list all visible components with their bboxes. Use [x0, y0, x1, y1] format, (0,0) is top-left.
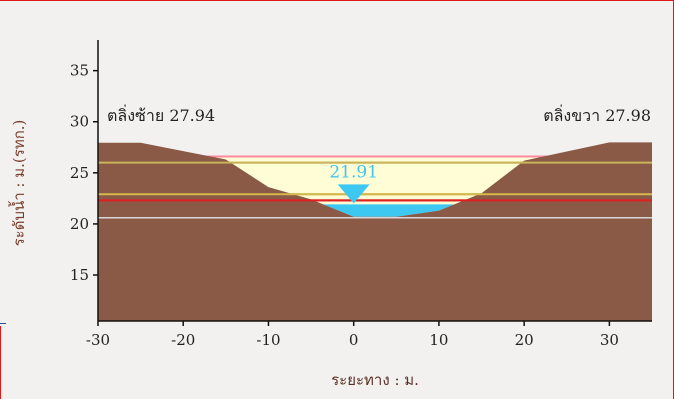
y-tick-label: 30 — [70, 113, 89, 131]
x-tick-label: 30 — [600, 331, 619, 349]
x-tick-label: 10 — [429, 331, 448, 349]
y-tick-label: 35 — [70, 62, 89, 80]
frame-left-edge — [0, 326, 1, 399]
x-axis-title: ระยะทาง : ม. — [331, 371, 419, 389]
x-tick-label: 20 — [515, 331, 534, 349]
right-bank-label: ตลิ่งขวา 27.98 — [543, 104, 651, 125]
y-tick-label: 15 — [70, 266, 89, 284]
x-tick-label: -20 — [171, 331, 195, 349]
axes: 15 20 25 30 35 -30 -20 -10 0 10 20 30 — [70, 40, 652, 349]
water-level-marker-icon — [337, 184, 370, 204]
plot-area: 21.91 — [98, 142, 652, 321]
left-bank-label: ตลิ่งซ้าย 27.94 — [107, 104, 215, 125]
ground-profile — [98, 142, 652, 321]
x-tick-label: -30 — [86, 331, 110, 349]
y-tick-label: 20 — [70, 215, 89, 233]
water-area — [323, 204, 455, 217]
water-level-label: 21.91 — [329, 162, 378, 182]
x-tick-label: -10 — [256, 331, 280, 349]
y-axis-title: ระดับน้ำ : ม.(รทก.) — [8, 120, 28, 247]
frame-gap-line — [0, 323, 6, 324]
x-tick-label: 0 — [349, 331, 359, 349]
y-tick-label: 25 — [70, 164, 89, 182]
